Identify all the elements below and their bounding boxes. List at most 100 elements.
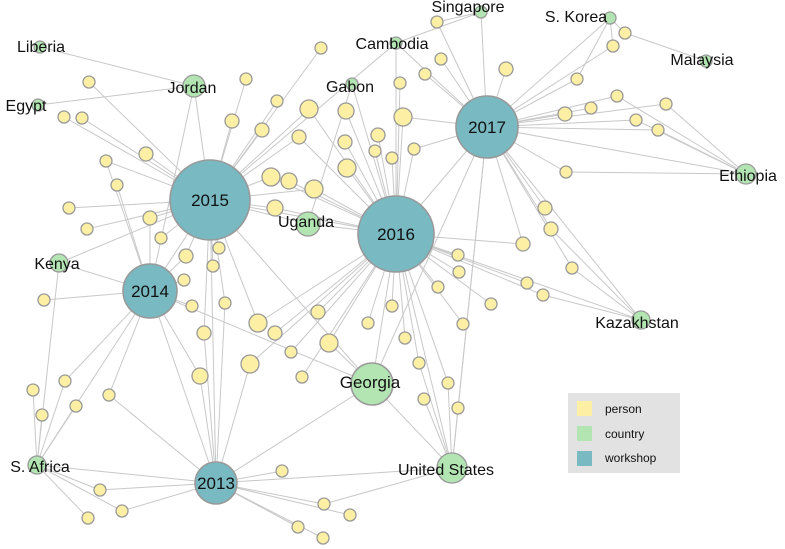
workshop-node-2013 (194, 461, 238, 505)
person-node (267, 325, 283, 341)
person-node (26, 383, 40, 397)
edge (36, 464, 101, 491)
edge (486, 126, 642, 321)
edge (323, 467, 453, 505)
person-node (35, 408, 49, 422)
person-node (317, 497, 331, 511)
country-label-liberia: Liberia (17, 39, 65, 56)
country-node-skorea (603, 11, 617, 25)
workshop-nodes (122, 95, 519, 505)
person-node (239, 72, 253, 86)
legend-swatch-person (577, 401, 592, 416)
person-node (69, 399, 83, 413)
edge (371, 126, 488, 385)
country-node-singapore (474, 5, 488, 19)
legend: person country workshop (568, 393, 680, 473)
country-label-egypt: Egypt (6, 98, 47, 115)
person-node (110, 178, 124, 192)
person-node (452, 265, 466, 279)
person-node (456, 317, 470, 331)
country-label-georgia: Georgia (340, 373, 401, 392)
edge (36, 464, 89, 519)
edge (486, 126, 747, 175)
edge (215, 482, 351, 516)
person-node (537, 200, 553, 216)
person-node (291, 129, 307, 145)
edge (436, 11, 482, 23)
person-node (430, 15, 444, 29)
edge (542, 294, 642, 321)
person-node (629, 113, 643, 127)
person-node (370, 127, 386, 143)
legend-swatch-workshop (577, 451, 592, 466)
person-node (310, 304, 326, 320)
person-node (248, 313, 268, 333)
person-node (254, 122, 270, 138)
person-node (206, 259, 220, 273)
country-node-uganda (295, 211, 321, 237)
person-node (240, 354, 260, 374)
person-node (520, 276, 534, 290)
person-node (385, 151, 399, 165)
person-node (177, 273, 191, 287)
person-node (337, 158, 357, 178)
person-node (154, 231, 168, 245)
person-node (659, 97, 673, 111)
person-node (212, 241, 226, 255)
edge (37, 85, 195, 106)
person-node (178, 248, 194, 264)
person-node (618, 26, 632, 40)
country-label-kazakhstan: Kazakhstan (595, 315, 679, 332)
person-node (138, 146, 154, 162)
person-node (261, 167, 281, 187)
edge (395, 233, 453, 469)
person-node (557, 106, 573, 122)
person-node (295, 370, 309, 384)
person-node (559, 165, 573, 179)
person-node (398, 331, 412, 345)
edge (571, 267, 642, 321)
person-node (412, 356, 426, 370)
person-node (58, 374, 72, 388)
person-node (319, 333, 339, 353)
person-node (337, 134, 353, 150)
edge (657, 129, 747, 175)
country-label-cambodia: Cambodia (356, 36, 429, 53)
person-node (651, 123, 665, 137)
country-label-skorea: S. Korea (545, 9, 607, 26)
country-node-cambodia (389, 36, 403, 50)
workshop-label-2016: 2016 (377, 225, 415, 244)
person-node (280, 172, 298, 190)
person-node (304, 179, 324, 199)
edge (616, 95, 747, 175)
workshop-label-2017: 2017 (468, 118, 506, 137)
edge (215, 383, 373, 484)
edge (457, 126, 488, 409)
person-node (316, 531, 330, 545)
person-node (431, 280, 445, 294)
legend-label-workshop: workshop (604, 451, 657, 465)
edge (665, 103, 747, 175)
country-node-kenya (49, 253, 69, 273)
person-node (270, 94, 284, 108)
person-node (584, 101, 598, 115)
legend-label-country: country (605, 427, 644, 441)
person-node (361, 316, 375, 330)
edge (149, 290, 217, 484)
edge (576, 17, 611, 80)
edge (215, 467, 453, 484)
edge (624, 32, 707, 62)
person-node (314, 41, 328, 55)
legend-label-person: person (605, 402, 642, 416)
edge (550, 228, 642, 321)
person-node (343, 508, 357, 522)
workshop-label-2015: 2015 (191, 191, 229, 210)
person-node (434, 52, 448, 66)
country-node-malaysia (699, 54, 713, 68)
person-node (75, 111, 89, 125)
country-node-egypt (31, 98, 45, 112)
person-node (441, 376, 455, 390)
country-label-ethiopia: Ethiopia (719, 168, 777, 185)
country-label-safrica: S. Africa (10, 459, 70, 476)
